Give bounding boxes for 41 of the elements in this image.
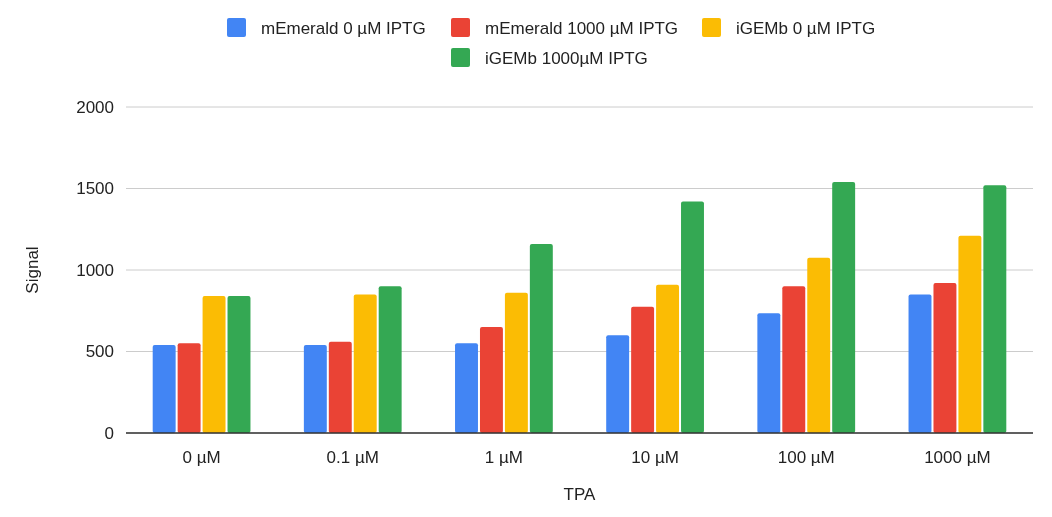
x-axis-title: TPA [563, 485, 597, 504]
bar [908, 294, 932, 433]
bar [757, 313, 781, 433]
bar [227, 296, 251, 433]
bar [681, 201, 704, 433]
legend-label: mEmerald 0 µM IPTG [261, 18, 426, 38]
bar [782, 286, 806, 433]
bar [202, 296, 226, 433]
bar [328, 341, 352, 433]
x-tick-label: 0.1 µM [326, 448, 379, 467]
bar [353, 294, 377, 433]
bar [656, 284, 680, 433]
bar [807, 257, 831, 433]
bar [504, 292, 528, 433]
bar [529, 243, 553, 433]
y-axis-title: Signal [23, 246, 42, 294]
bar [455, 343, 478, 433]
bar [631, 306, 655, 433]
x-tick-label: 10 µM [631, 448, 679, 467]
bar [378, 286, 402, 433]
y-tick-label: 500 [85, 342, 114, 362]
bar [606, 335, 630, 433]
bar [303, 344, 327, 433]
legend-label: iGEMb 0 µM IPTG [736, 18, 876, 38]
y-tick-label: 1000 [76, 260, 114, 280]
legend-label: iGEMb 1000µM IPTG [485, 48, 648, 68]
legend-label: mEmerald 1000 µM IPTG [485, 18, 679, 38]
bar [177, 343, 201, 433]
y-tick-label: 2000 [76, 97, 114, 117]
x-tick-label: 1 µM [484, 448, 523, 467]
x-tick-label: 0 µM [182, 448, 221, 467]
bar [152, 344, 176, 433]
y-tick-label: 1500 [76, 179, 114, 199]
x-tick-label: 100 µM [777, 448, 835, 467]
x-tick-label: 1000 µM [924, 448, 991, 467]
bar [958, 235, 982, 433]
bar [933, 283, 957, 433]
y-tick-label: 0 [104, 423, 114, 443]
bar [832, 181, 856, 433]
bar [983, 185, 1007, 433]
bar [479, 327, 503, 433]
